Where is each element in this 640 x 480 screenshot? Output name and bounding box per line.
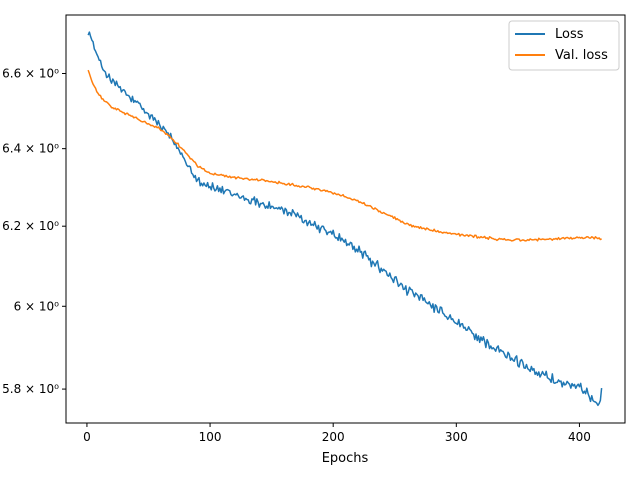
series-line-val-loss [87, 69, 602, 242]
legend-label-val-loss: Val. loss [555, 48, 608, 63]
x-tick-label: 200 [322, 430, 345, 444]
x-tick-label: 400 [568, 430, 591, 444]
series-line-loss [87, 31, 603, 407]
x-tick-label: 0 [83, 430, 91, 444]
x-axis-label: Epochs [322, 451, 369, 466]
series-layer [87, 31, 603, 407]
legend: Loss Val. loss [508, 20, 620, 71]
plot-frame [65, 14, 626, 424]
y-tick-label: 6.4 × 10⁰ [2, 142, 59, 156]
x-axis: 0 100 200 300 400 [83, 423, 591, 444]
y-tick-label: 6 × 10⁰ [14, 299, 60, 313]
y-tick-label: 6.2 × 10⁰ [2, 219, 59, 233]
plot-background [66, 15, 625, 423]
x-tick-label: 100 [199, 430, 222, 444]
legend-label-loss: Loss [555, 27, 584, 42]
x-tick-label: 300 [445, 430, 468, 444]
y-axis: 5.8 × 10⁰ 6 × 10⁰ 6.2 × 10⁰ 6.4 × 10⁰ 6.6 × … [2, 67, 66, 396]
y-tick-label: 6.6 × 10⁰ [2, 67, 59, 81]
y-tick-label: 5.8 × 10⁰ [2, 382, 59, 396]
